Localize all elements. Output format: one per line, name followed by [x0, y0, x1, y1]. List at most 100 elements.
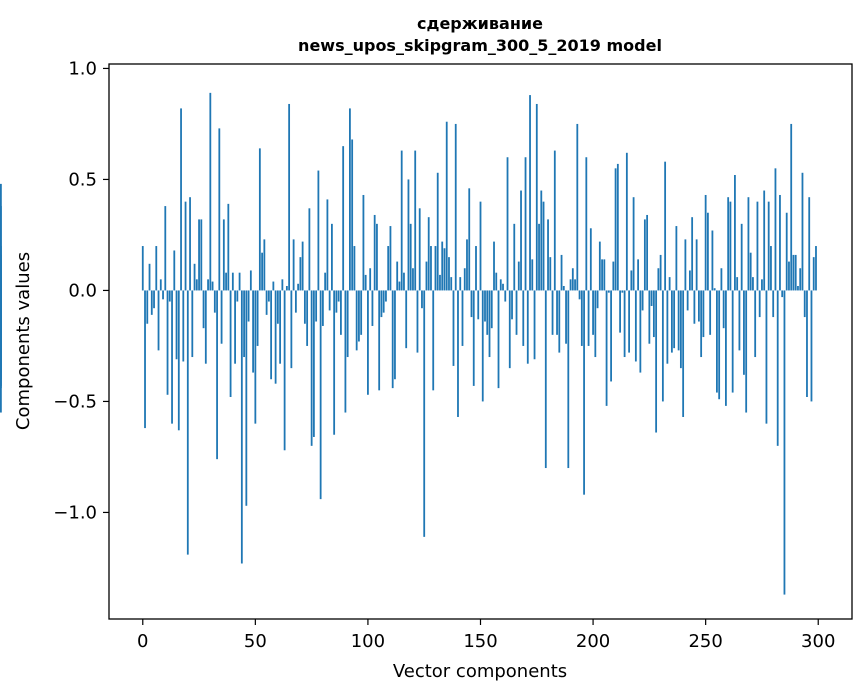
bar-254 — [714, 288, 716, 290]
bar-180 — [547, 219, 549, 290]
bar-125 — [423, 290, 425, 536]
chart-subtitle: news_upos_skipgram_300_5_2019 model — [298, 36, 662, 55]
bar-240 — [682, 290, 684, 417]
bar-253 — [712, 231, 714, 291]
bar-25 — [198, 219, 200, 290]
bar-263 — [734, 175, 736, 290]
bar-102 — [372, 290, 374, 326]
bar-110 — [390, 226, 392, 290]
bar-63 — [284, 290, 286, 450]
bar-114 — [399, 282, 401, 291]
bar-105 — [378, 290, 380, 390]
bar-244 — [691, 217, 693, 290]
bar-58 — [272, 282, 274, 291]
bar-81 — [324, 273, 326, 291]
bar-248 — [700, 290, 702, 357]
bar-160 — [502, 284, 504, 291]
bar-262 — [732, 290, 734, 392]
bar-250 — [705, 195, 707, 290]
bar-175 — [536, 104, 538, 290]
bar-2 — [146, 290, 148, 323]
bar-109 — [387, 246, 389, 290]
bar-112 — [394, 290, 396, 379]
bar-264 — [736, 277, 738, 290]
bar-99 — [365, 275, 367, 291]
bar-131 — [437, 173, 439, 291]
bar-129 — [432, 290, 434, 390]
bar-227 — [653, 290, 655, 337]
bar-104 — [376, 224, 378, 291]
bar-74 — [308, 208, 310, 290]
bar-10 — [164, 206, 166, 290]
bar-173 — [531, 259, 533, 290]
bar-172 — [529, 95, 531, 290]
bar-33 — [216, 290, 218, 459]
bar-181 — [549, 257, 551, 290]
bar-156 — [493, 242, 495, 291]
bar-280 — [772, 290, 774, 317]
bar-42 — [236, 290, 238, 301]
bar-54 — [263, 239, 265, 290]
bar-21 — [189, 197, 191, 290]
bar-13 — [171, 290, 173, 423]
bar-126 — [426, 262, 428, 291]
bar-177 — [540, 191, 542, 291]
chart: сдерживание news_upos_skipgram_300_5_201… — [0, 0, 867, 696]
bar-20 — [187, 290, 189, 554]
bar-48 — [250, 270, 252, 290]
bar-162 — [507, 157, 509, 290]
bar-123 — [419, 208, 421, 290]
bar-220 — [637, 259, 639, 290]
bar-61 — [279, 290, 281, 363]
bar-209 — [612, 262, 614, 291]
bar-67 — [293, 239, 295, 290]
bar-158 — [498, 290, 500, 388]
bar-252 — [709, 290, 711, 334]
bar-12 — [169, 290, 171, 301]
bar-213 — [621, 290, 623, 292]
bar-246 — [696, 239, 698, 290]
x-tick-label: 250 — [688, 631, 722, 652]
bar-291 — [797, 286, 799, 290]
bar-235 — [671, 290, 673, 352]
bar-277 — [766, 290, 768, 423]
bar-165 — [513, 224, 515, 291]
bar-72 — [304, 290, 306, 323]
bar-69 — [297, 284, 299, 291]
bar-122 — [417, 290, 419, 352]
bar-212 — [619, 290, 621, 332]
bar-183 — [554, 151, 556, 291]
bar-144 — [466, 239, 468, 290]
bar-161 — [504, 290, 506, 301]
bar-292 — [799, 268, 801, 290]
bar-297 — [811, 290, 813, 401]
y-tick-label: 0.0 — [68, 280, 97, 301]
bar-234 — [669, 277, 671, 290]
bar-120 — [412, 268, 414, 290]
bar-192 — [574, 279, 576, 290]
bar-128 — [430, 246, 432, 290]
bar-155 — [491, 290, 493, 328]
bar-18 — [182, 290, 184, 361]
y-tick-label: 1.0 — [68, 58, 97, 79]
bar-139 — [455, 124, 457, 291]
bar-150 — [480, 202, 482, 291]
bar-47 — [248, 290, 250, 321]
bar-23 — [194, 264, 196, 291]
bar-64 — [286, 286, 288, 290]
bar-103 — [374, 215, 376, 290]
bar-186 — [561, 255, 563, 291]
bar-260 — [727, 197, 729, 290]
bar-127 — [428, 217, 430, 290]
bar-237 — [675, 226, 677, 290]
bar-239 — [680, 290, 682, 368]
bar-147 — [473, 290, 475, 385]
bar-153 — [486, 290, 488, 334]
bar-137 — [450, 277, 452, 290]
bar-142 — [462, 290, 464, 346]
y-tick-label: −1.0 — [53, 502, 97, 523]
bar-138 — [453, 290, 455, 365]
bar-98 — [363, 195, 365, 290]
bar-22 — [191, 290, 193, 357]
bar-200 — [592, 290, 594, 334]
